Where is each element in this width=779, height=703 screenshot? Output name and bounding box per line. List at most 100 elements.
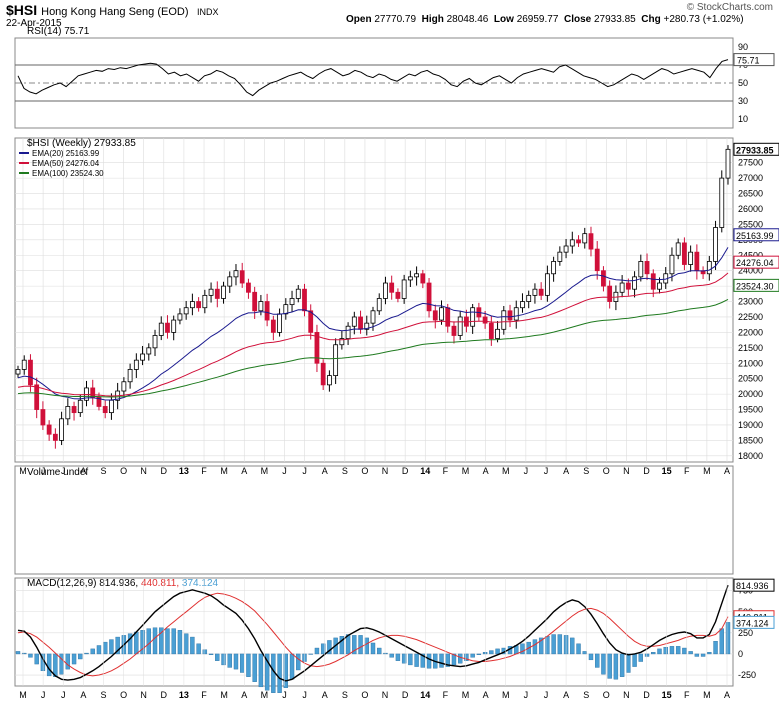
macd-hist-bar bbox=[171, 628, 176, 655]
rsi-last-label: 75.71 bbox=[737, 56, 760, 66]
macd-hist-bar bbox=[177, 630, 183, 655]
macd-hist-bar bbox=[713, 641, 718, 655]
candle-body bbox=[482, 316, 488, 324]
candle-body bbox=[601, 270, 606, 287]
candle-body bbox=[351, 316, 357, 327]
candle-body bbox=[252, 291, 258, 312]
macd-hist-bar bbox=[725, 622, 731, 655]
price-x-tick-label: O bbox=[361, 466, 368, 476]
macd-hist-bar bbox=[327, 640, 332, 655]
macd-hist-bar bbox=[607, 653, 612, 679]
macd-hist-bar bbox=[127, 633, 133, 655]
macd-hist-bar bbox=[370, 642, 376, 655]
macd-hist-bar bbox=[165, 628, 170, 655]
macd-x-tick-label: 13 bbox=[179, 690, 189, 700]
macd-x-tick-label: O bbox=[603, 690, 610, 700]
macd-hist-bar bbox=[426, 653, 432, 669]
panel-frame-vol bbox=[14, 465, 734, 575]
candle-body bbox=[52, 433, 58, 441]
candle-body bbox=[376, 298, 382, 312]
candle-body bbox=[694, 251, 700, 272]
ema-20-line bbox=[17, 247, 729, 401]
price-x-tick-label: M bbox=[261, 466, 269, 476]
macd-hist-bar bbox=[663, 646, 668, 655]
candle-body bbox=[264, 301, 270, 321]
macd-hist-bar bbox=[115, 636, 120, 655]
candle-body bbox=[295, 288, 301, 299]
macd-hist-bar bbox=[408, 653, 413, 666]
candle-body bbox=[289, 298, 295, 306]
macd-hist-bar bbox=[71, 653, 77, 665]
macd-hist-bar bbox=[296, 653, 301, 671]
candle-body bbox=[551, 261, 557, 275]
macd-hist-bar bbox=[401, 653, 407, 664]
candle-body bbox=[420, 273, 426, 284]
macd-hist-bar bbox=[700, 653, 706, 657]
macd-hist-bar bbox=[482, 652, 488, 655]
macd-hist-bar bbox=[152, 627, 158, 655]
macd-hist-bar bbox=[383, 652, 388, 655]
price-tick-label: 25500 bbox=[738, 219, 763, 229]
candle-body bbox=[327, 375, 332, 386]
macd-hist-bar bbox=[651, 652, 656, 655]
price-x-tick-label: A bbox=[724, 466, 730, 476]
candle-body bbox=[133, 359, 139, 370]
macd-x-tick-label: S bbox=[583, 690, 589, 700]
macd-x-tick-label: F bbox=[684, 690, 690, 700]
price-x-tick-label: M bbox=[703, 466, 711, 476]
high-value: 28048.46 bbox=[446, 14, 489, 25]
price-tick-label: 19500 bbox=[738, 405, 763, 415]
macd-signal-line bbox=[17, 592, 729, 677]
macd-x-tick-label: J bbox=[41, 690, 46, 700]
price-x-tick-label: A bbox=[241, 466, 247, 476]
macd-line bbox=[17, 584, 729, 682]
macd-hist-bar bbox=[215, 653, 220, 661]
candle-body bbox=[383, 282, 388, 299]
macd-hist-bar bbox=[520, 643, 525, 655]
macd-hist-bar bbox=[532, 639, 538, 655]
candle-body bbox=[426, 282, 432, 312]
candle-body bbox=[320, 362, 326, 386]
candle-body bbox=[457, 316, 463, 336]
chg-label: Chg bbox=[641, 14, 661, 25]
price-x-tick-label: O bbox=[120, 466, 127, 476]
rsi-tick-label: 50 bbox=[738, 78, 748, 88]
rsi-tick-label: 30 bbox=[738, 96, 748, 106]
macd-hist-bar bbox=[159, 627, 164, 655]
macd-x-tick-label: J bbox=[282, 690, 287, 700]
candle-body bbox=[183, 307, 189, 315]
macd-last-box bbox=[733, 578, 775, 592]
macd-hist-bar bbox=[28, 653, 33, 658]
macd-hist-bar bbox=[495, 648, 500, 655]
candle-body bbox=[171, 319, 177, 333]
macd-hist-bar bbox=[233, 653, 239, 670]
candle-body bbox=[513, 307, 519, 321]
candle-body bbox=[96, 396, 102, 407]
price-tick-label: 22000 bbox=[738, 327, 763, 337]
macd-hist-bar bbox=[551, 634, 556, 655]
macd-x-tick-label: J bbox=[61, 690, 66, 700]
macd-hist-bar bbox=[489, 650, 494, 655]
macd-hist-bar bbox=[53, 653, 58, 677]
macd-x-tick-label: O bbox=[120, 690, 127, 700]
macd-x-tick-label: J bbox=[524, 690, 529, 700]
candle-body bbox=[28, 359, 33, 386]
macd-hist-bar bbox=[638, 653, 644, 662]
candle-body bbox=[308, 310, 314, 333]
price-x-tick-label: A bbox=[483, 466, 489, 476]
ema-100-line bbox=[17, 298, 729, 398]
macd-title-signal: 440.811, bbox=[141, 578, 182, 589]
candle-body bbox=[177, 313, 183, 321]
price-x-tick-label: F bbox=[684, 466, 690, 476]
candle-body bbox=[395, 291, 401, 299]
macd-last-label: 814.936 bbox=[736, 581, 769, 591]
candle-body bbox=[364, 322, 370, 330]
macd-hist-bar bbox=[675, 646, 681, 655]
macd-hist-bar bbox=[682, 647, 687, 655]
macd-hist-bar bbox=[632, 653, 637, 667]
macd-hist-bar bbox=[644, 653, 650, 657]
candle-body bbox=[358, 316, 363, 330]
macd-hist-bar bbox=[364, 637, 369, 655]
candle-body bbox=[719, 177, 725, 228]
macd-x-tick-label: M bbox=[703, 690, 711, 700]
